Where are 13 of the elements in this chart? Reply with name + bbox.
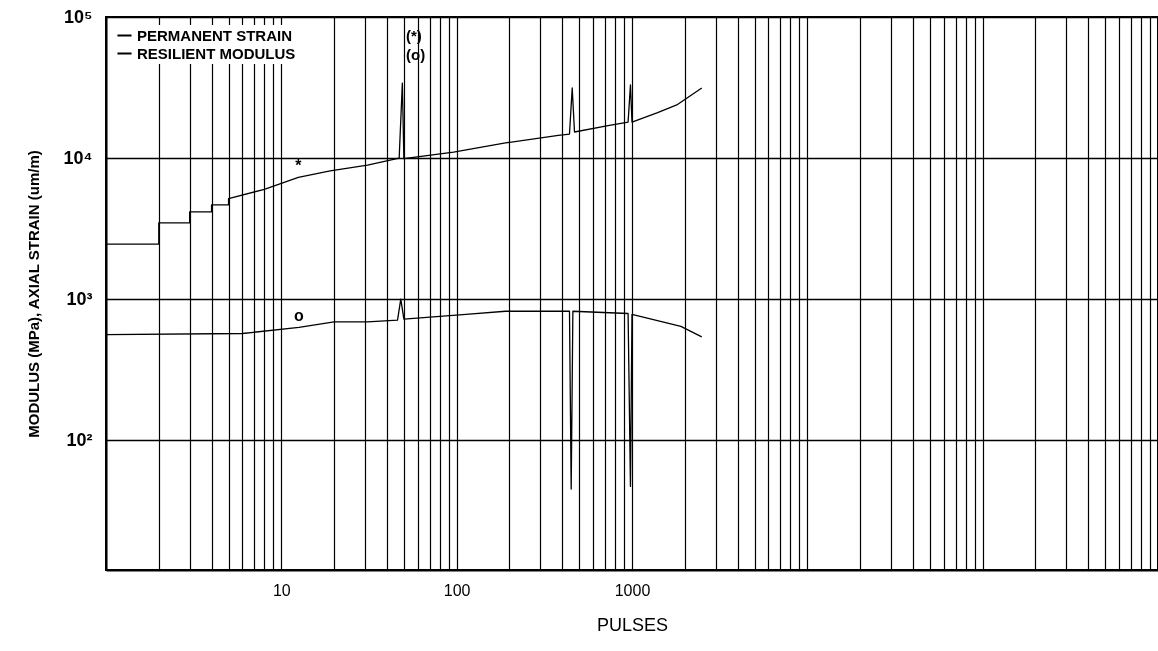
x-tick-label: 10 [272, 581, 291, 599]
y-tick-label: 10³ [66, 288, 93, 309]
y-tick-label: 10⁵ [64, 6, 93, 27]
y-axis-title: MODULUS (MPa), AXIAL STRAIN (um/m) [24, 150, 42, 438]
x-tick-label: 100 [443, 581, 471, 599]
legend-label: PERMANENT STRAIN [137, 26, 293, 44]
y-tick-label: 10² [66, 429, 93, 450]
x-tick-label: 1000 [614, 581, 651, 599]
legend-label: RESILIENT MODULUS [137, 44, 296, 62]
annotation: o [294, 307, 305, 325]
y-tick-label: 10⁴ [63, 147, 93, 168]
annotation: * [295, 157, 303, 175]
x-axis-title: PULSES [596, 614, 669, 635]
